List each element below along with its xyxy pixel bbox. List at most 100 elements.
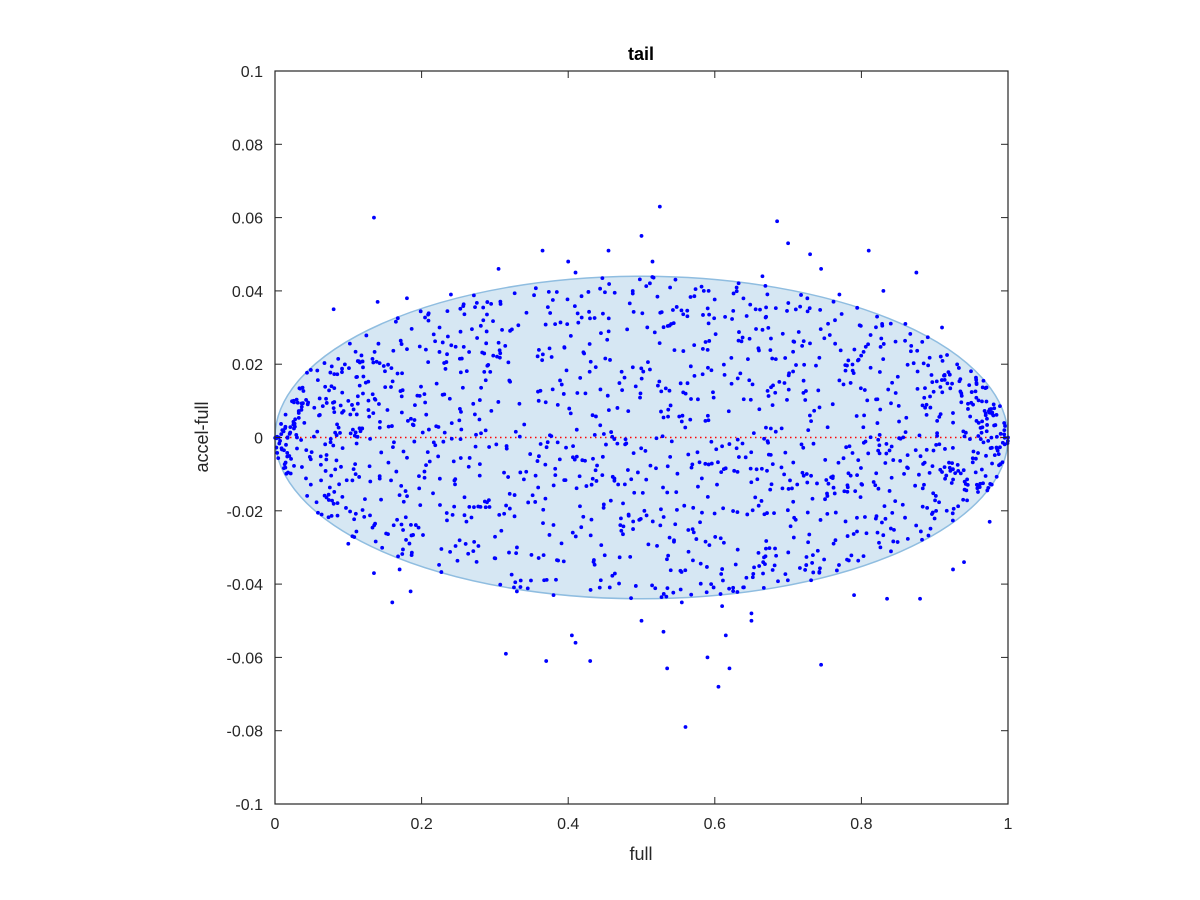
data-point bbox=[409, 523, 413, 527]
data-point bbox=[979, 430, 984, 435]
data-point bbox=[370, 356, 375, 361]
data-point bbox=[449, 421, 454, 426]
data-point bbox=[540, 352, 545, 357]
data-point bbox=[700, 510, 704, 515]
data-point bbox=[734, 285, 739, 290]
data-point bbox=[1003, 424, 1007, 428]
data-point bbox=[401, 449, 406, 454]
data-point bbox=[942, 465, 947, 469]
data-point bbox=[944, 473, 949, 478]
data-point bbox=[948, 386, 953, 391]
data-point bbox=[543, 462, 548, 467]
data-point bbox=[989, 435, 994, 440]
data-point bbox=[323, 442, 328, 447]
data-point bbox=[909, 343, 914, 348]
data-point bbox=[777, 379, 782, 384]
data-point bbox=[442, 392, 447, 397]
data-point bbox=[550, 387, 555, 392]
data-point bbox=[525, 586, 530, 591]
data-point bbox=[741, 585, 746, 590]
data-point bbox=[713, 535, 718, 539]
data-point bbox=[568, 411, 573, 416]
data-point bbox=[847, 444, 852, 449]
data-point bbox=[371, 411, 376, 416]
data-point bbox=[825, 511, 830, 516]
data-point bbox=[874, 325, 878, 330]
data-point bbox=[754, 327, 758, 331]
data-point bbox=[772, 563, 777, 568]
data-point bbox=[712, 316, 717, 321]
data-point bbox=[503, 344, 508, 348]
data-point bbox=[736, 281, 741, 286]
data-point bbox=[628, 554, 633, 559]
data-point bbox=[574, 454, 579, 459]
data-point bbox=[890, 510, 895, 515]
data-point bbox=[537, 454, 541, 459]
data-point bbox=[741, 296, 746, 301]
data-point bbox=[815, 548, 820, 553]
data-point bbox=[407, 541, 412, 546]
data-point bbox=[583, 458, 587, 463]
data-point bbox=[767, 546, 772, 550]
data-point bbox=[380, 545, 385, 550]
data-point bbox=[300, 385, 305, 390]
data-point bbox=[282, 448, 286, 453]
data-point bbox=[579, 525, 584, 530]
data-point bbox=[479, 431, 483, 436]
data-point bbox=[711, 390, 715, 395]
data-point bbox=[731, 308, 736, 313]
data-point bbox=[297, 386, 302, 391]
data-point bbox=[450, 512, 455, 517]
data-point bbox=[466, 464, 471, 469]
data-point bbox=[733, 562, 738, 567]
data-point bbox=[584, 484, 589, 488]
data-point bbox=[484, 329, 489, 334]
data-point bbox=[299, 401, 304, 406]
data-point bbox=[409, 553, 414, 557]
data-point bbox=[761, 560, 766, 565]
data-point bbox=[853, 489, 858, 494]
data-point bbox=[679, 308, 684, 313]
data-point bbox=[324, 453, 329, 457]
data-point bbox=[779, 426, 784, 431]
data-point bbox=[471, 549, 476, 554]
data-point bbox=[765, 511, 769, 515]
data-point bbox=[953, 471, 958, 476]
data-point bbox=[673, 522, 678, 527]
data-point bbox=[962, 434, 967, 439]
data-point bbox=[947, 460, 951, 465]
data-point bbox=[980, 425, 985, 430]
data-point bbox=[809, 578, 814, 583]
data-point bbox=[968, 414, 973, 419]
data-point bbox=[366, 379, 371, 384]
data-point bbox=[878, 344, 883, 349]
data-point bbox=[1002, 442, 1007, 447]
data-point bbox=[337, 482, 342, 487]
data-point bbox=[750, 575, 755, 580]
data-point bbox=[471, 401, 476, 406]
data-point bbox=[674, 305, 679, 309]
data-point bbox=[377, 474, 382, 479]
data-point bbox=[504, 503, 508, 508]
data-point bbox=[809, 473, 813, 478]
data-point bbox=[641, 369, 646, 374]
data-point bbox=[750, 508, 755, 513]
data-point bbox=[935, 431, 939, 436]
data-point bbox=[548, 311, 553, 315]
data-point bbox=[665, 586, 670, 591]
data-point bbox=[660, 434, 665, 439]
data-point bbox=[974, 395, 979, 400]
data-point bbox=[706, 462, 711, 467]
data-point bbox=[437, 350, 442, 354]
data-points bbox=[273, 204, 1010, 729]
data-point bbox=[896, 404, 901, 408]
data-point bbox=[623, 437, 628, 442]
data-point bbox=[487, 445, 492, 449]
data-point bbox=[921, 361, 926, 366]
data-point bbox=[351, 467, 356, 472]
data-point bbox=[335, 422, 339, 427]
data-point bbox=[703, 539, 708, 544]
data-point bbox=[807, 532, 812, 537]
data-point bbox=[482, 370, 487, 374]
data-point bbox=[424, 412, 429, 417]
